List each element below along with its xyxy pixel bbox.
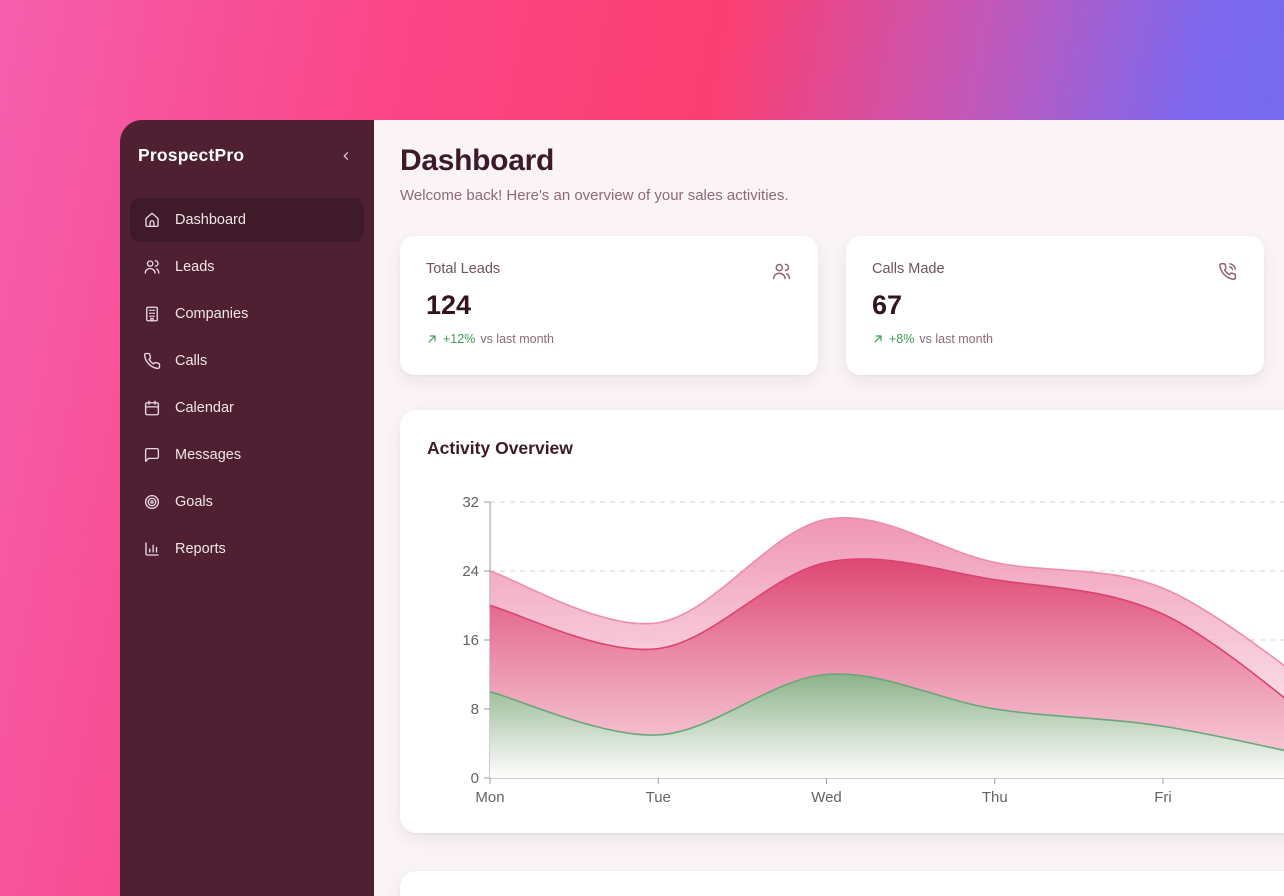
stat-value: 124 <box>426 290 472 320</box>
sidebar-item-label: Calls <box>175 353 208 369</box>
svg-text:32: 32 <box>462 494 479 511</box>
page-title: Dashboard <box>400 144 554 177</box>
target-icon <box>143 493 161 511</box>
trend-up-icon <box>872 333 884 345</box>
change-percent: +8% <box>889 332 915 346</box>
app-window: ProspectPro Dashboard Leads Companies <box>120 120 1284 896</box>
sidebar-item-label: Dashboard <box>175 212 246 228</box>
building-icon <box>143 305 161 323</box>
svg-text:0: 0 <box>471 770 479 787</box>
svg-text:Fri: Fri <box>1154 789 1172 806</box>
sidebar: ProspectPro Dashboard Leads Companies <box>120 120 374 896</box>
sidebar-item-calls[interactable]: Calls <box>130 339 364 383</box>
calendar-icon <box>143 399 161 417</box>
svg-text:Thu: Thu <box>982 789 1008 806</box>
stat-card-total-leads: Total Leads 124 +12% vs last month <box>400 236 818 375</box>
svg-text:16: 16 <box>462 632 479 649</box>
stat-label: Total Leads <box>426 261 501 277</box>
trend-up-icon <box>426 333 438 345</box>
svg-text:Wed: Wed <box>811 789 842 806</box>
svg-text:Mon: Mon <box>475 789 504 806</box>
sidebar-item-goals[interactable]: Goals <box>130 480 364 524</box>
stat-change: +12% vs last month <box>426 332 792 346</box>
change-percent: +12% <box>443 332 476 346</box>
sidebar-item-reports[interactable]: Reports <box>130 527 364 571</box>
users-icon <box>771 261 792 282</box>
sidebar-item-label: Companies <box>175 306 249 322</box>
sidebar-header: ProspectPro <box>130 145 364 166</box>
sidebar-item-companies[interactable]: Companies <box>130 292 364 336</box>
users-icon <box>143 258 161 276</box>
chevron-left-icon <box>339 149 353 163</box>
sidebar-item-messages[interactable]: Messages <box>130 433 364 477</box>
phone-call-icon <box>1217 261 1238 282</box>
sidebar-item-dashboard[interactable]: Dashboard <box>130 198 364 242</box>
sidebar-item-label: Reports <box>175 541 226 557</box>
activity-area-chart: 08162432MonTueWedThuFriSat <box>462 494 1284 806</box>
stat-change: +8% vs last month <box>872 332 1238 346</box>
page-header: Dashboard Welcome back! Here's an overvi… <box>400 144 789 204</box>
sidebar-item-leads[interactable]: Leads <box>130 245 364 289</box>
sidebar-item-label: Calendar <box>175 400 234 416</box>
chart-title: Activity Overview <box>427 438 573 458</box>
sidebar-item-label: Messages <box>175 447 242 463</box>
change-label: vs last month <box>480 332 554 346</box>
svg-text:8: 8 <box>471 701 479 718</box>
main-content: Dashboard Welcome back! Here's an overvi… <box>374 120 1284 896</box>
home-icon <box>143 211 161 229</box>
message-square-icon <box>143 446 161 464</box>
sidebar-item-label: Leads <box>175 259 215 275</box>
partially-visible-card <box>400 871 1284 896</box>
phone-icon <box>143 352 161 370</box>
svg-text:Tue: Tue <box>646 789 671 806</box>
stat-card-calls-made: Calls Made 67 +8% vs last month <box>846 236 1264 375</box>
brand-logo: ProspectPro <box>138 145 245 165</box>
stat-label: Calls Made <box>872 261 945 277</box>
svg-text:24: 24 <box>462 563 479 580</box>
bar-chart-icon <box>143 540 161 558</box>
page-subtitle: Welcome back! Here's an overview of your… <box>400 187 789 204</box>
stat-value: 67 <box>872 290 903 320</box>
change-label: vs last month <box>919 332 994 346</box>
activity-overview-card: Activity Overview 0 8 16 2 <box>400 410 1284 833</box>
stat-cards-row: Total Leads 124 +12% vs last month Calls <box>400 236 1264 375</box>
sidebar-collapse-button[interactable] <box>336 146 356 166</box>
sidebar-item-calendar[interactable]: Calendar <box>130 386 364 430</box>
sidebar-item-label: Goals <box>175 494 213 510</box>
